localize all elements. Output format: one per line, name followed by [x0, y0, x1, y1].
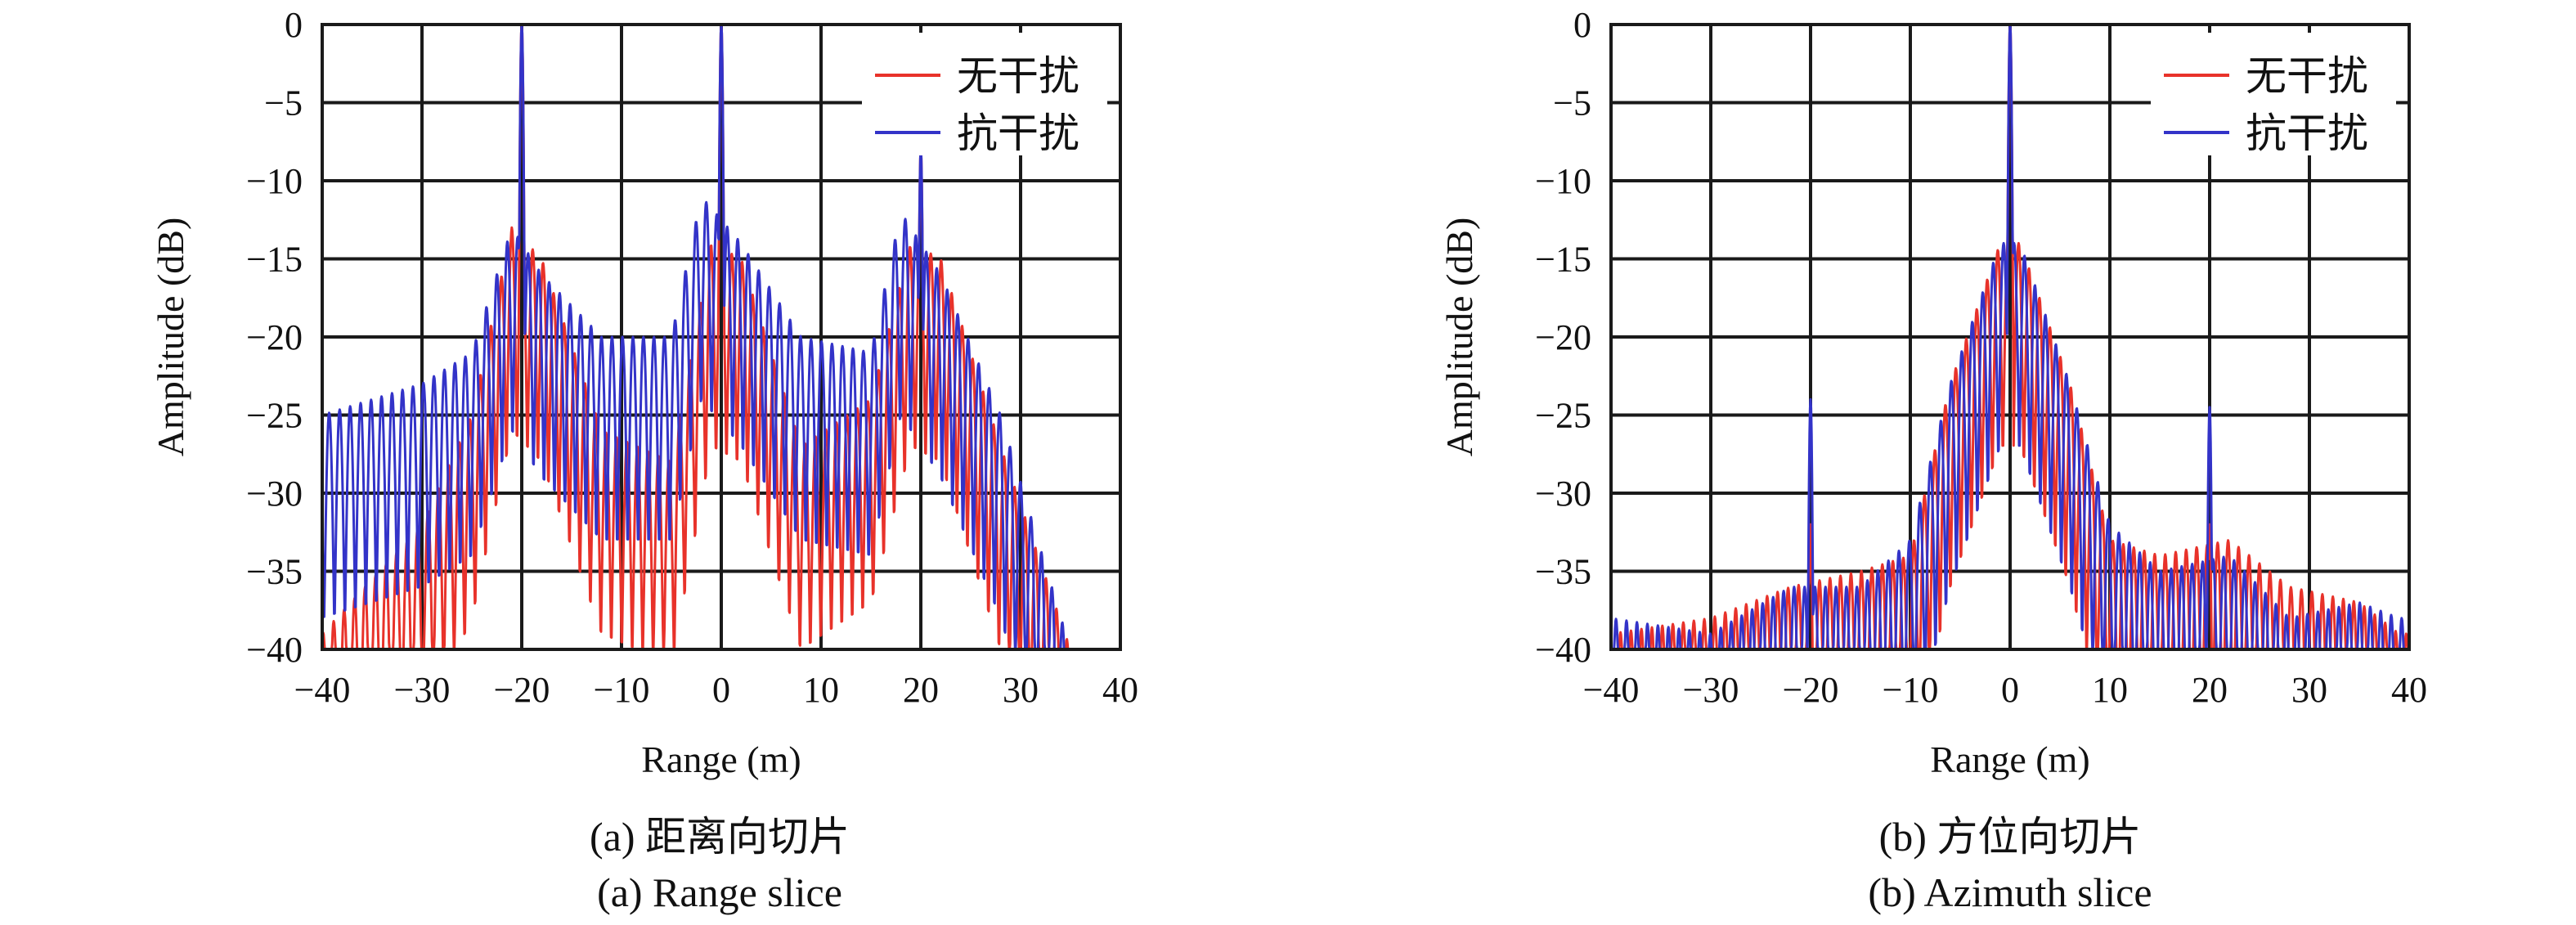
y-axis-label: Amplitude (dB): [150, 218, 191, 457]
x-tick-label: −10: [1883, 670, 1939, 710]
x-tick-label: 20: [2192, 670, 2228, 710]
x-tick-label: −40: [294, 670, 351, 710]
x-tick-label: 30: [1003, 670, 1039, 710]
panel-azimuth-slice: −40 −30 −20 −10 0 10 20 30 40 0 −5 −10 −15 −20 −25 −30 −…: [1438, 5, 2427, 915]
x-tick-label: −20: [494, 670, 550, 710]
y-tick-label: 0: [285, 5, 303, 45]
legend-label: 无干扰: [957, 52, 1079, 100]
x-tick-label: 10: [2092, 670, 2128, 710]
y-tick-label: −40: [246, 630, 303, 670]
y-tick-label: −30: [246, 474, 303, 514]
legend-label: 抗干扰: [957, 110, 1079, 157]
y-tick-label: −5: [264, 83, 303, 123]
y-tick-label: −15: [1535, 240, 1591, 280]
panel-range-slice: −40 −30 −20 −10 0 10 20 30 40 0 −5 −10 −15 −20 −25 −30 −…: [150, 5, 1138, 915]
y-tick-label: −25: [246, 396, 303, 436]
legend-label: 无干扰: [2246, 52, 2368, 100]
y-tick-label: −25: [1535, 396, 1591, 436]
x-axis-label: Range (m): [1930, 739, 2089, 780]
y-tick-label: −40: [1535, 630, 1591, 670]
y-tick-label: −15: [246, 240, 303, 280]
caption-en: (b) Azimuth slice: [1868, 869, 2152, 915]
caption-cn: (b) 方位向切片: [1879, 814, 2142, 860]
y-tick-label: −5: [1553, 83, 1591, 123]
caption-en: (a) Range slice: [597, 869, 842, 915]
y-tick-label: −20: [246, 317, 303, 357]
y-tick-label: −20: [1535, 317, 1591, 357]
y-tick-label: −35: [246, 552, 303, 592]
x-tick-label: 0: [2001, 670, 2019, 710]
x-tick-label: 40: [1102, 670, 1138, 710]
x-tick-label: −40: [1583, 670, 1640, 710]
y-tick-label: 0: [1573, 5, 1591, 45]
x-tick-label: 10: [803, 670, 839, 710]
x-tick-label: 0: [712, 670, 730, 710]
x-tick-label: 40: [2391, 670, 2427, 710]
x-axis-label: Range (m): [641, 739, 801, 780]
y-tick-label: −35: [1535, 552, 1591, 592]
x-tick-label: −20: [1783, 670, 1839, 710]
y-axis-label: Amplitude (dB): [1438, 218, 1480, 457]
x-tick-label: 20: [903, 670, 939, 710]
y-tick-label: −10: [1535, 161, 1591, 201]
x-tick-label: −10: [594, 670, 650, 710]
legend-label: 抗干扰: [2246, 110, 2368, 157]
caption-cn: (a) 距离向切片: [590, 814, 850, 860]
x-tick-label: −30: [394, 670, 451, 710]
x-tick-label: 30: [2291, 670, 2327, 710]
y-tick-label: −30: [1535, 474, 1591, 514]
y-tick-label: −10: [246, 161, 303, 201]
x-tick-label: −30: [1683, 670, 1739, 710]
